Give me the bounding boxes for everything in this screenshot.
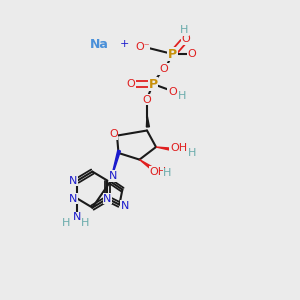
Text: H: H xyxy=(188,148,196,158)
Text: N: N xyxy=(73,212,82,222)
Text: O: O xyxy=(159,64,168,74)
Polygon shape xyxy=(156,147,174,151)
Text: O: O xyxy=(109,129,118,139)
Text: H: H xyxy=(178,91,187,101)
Text: O: O xyxy=(126,79,135,89)
Text: O⁻: O⁻ xyxy=(135,41,150,52)
Text: O: O xyxy=(142,94,152,105)
Text: N: N xyxy=(103,194,112,204)
Text: P: P xyxy=(168,47,177,61)
Text: +: + xyxy=(120,39,129,50)
Text: H: H xyxy=(180,25,189,35)
Text: OH: OH xyxy=(150,167,167,177)
Text: P: P xyxy=(148,77,158,91)
Text: O: O xyxy=(188,49,196,59)
Text: O: O xyxy=(182,34,190,44)
Text: N: N xyxy=(121,201,129,211)
Polygon shape xyxy=(146,115,149,127)
Text: H: H xyxy=(81,218,90,228)
Text: N: N xyxy=(69,194,78,204)
Text: O: O xyxy=(168,86,177,97)
Text: N: N xyxy=(109,171,118,181)
Text: OH: OH xyxy=(170,142,187,153)
Text: N: N xyxy=(69,176,78,186)
Text: H: H xyxy=(163,168,172,178)
Text: H: H xyxy=(62,218,70,228)
Polygon shape xyxy=(140,160,152,169)
Polygon shape xyxy=(110,150,120,182)
Text: Na: Na xyxy=(90,38,108,52)
